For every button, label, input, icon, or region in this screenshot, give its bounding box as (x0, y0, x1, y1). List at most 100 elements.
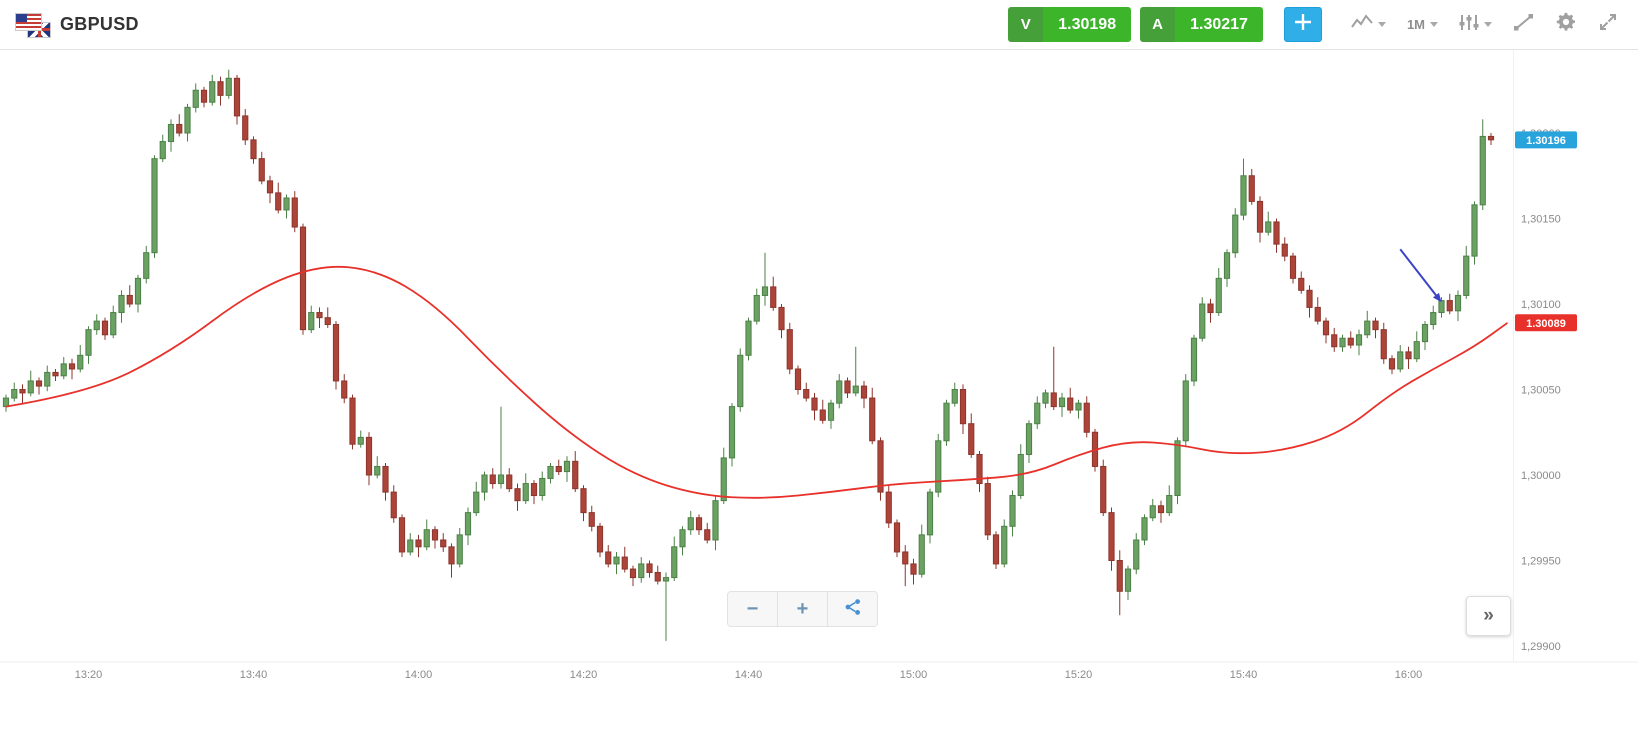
price-axis-label: 1,30050 (1521, 385, 1561, 397)
candle-body (1075, 402, 1082, 411)
candle-body (1116, 560, 1123, 592)
candle-body (1446, 300, 1453, 312)
candle-body (852, 385, 859, 394)
timeframe-dropdown[interactable]: 1M (1401, 11, 1444, 38)
candle-body (19, 389, 26, 394)
sell-side-label: V (1008, 7, 1044, 42)
indicators-dropdown[interactable] (1453, 8, 1498, 42)
time-axis-label: 15:00 (900, 669, 928, 681)
candle-body (1223, 252, 1231, 279)
chart-type-dropdown[interactable] (1345, 8, 1392, 41)
price-axis-label: 1,30100 (1521, 299, 1561, 311)
candle-body (324, 317, 331, 326)
candle-body (374, 465, 381, 476)
candle-body (1421, 324, 1429, 343)
candle-body (1050, 392, 1057, 408)
candle-body (456, 534, 463, 565)
trend-line-tool-button[interactable] (1507, 7, 1540, 43)
candle-body (695, 517, 703, 531)
candle-body (1347, 337, 1354, 346)
candle-body (803, 389, 810, 399)
candle-body (514, 488, 521, 502)
drawn-arrow-annotation[interactable] (1399, 248, 1440, 299)
chart-area[interactable]: 1,302001,301501,301001,300501,300001,299… (0, 50, 1638, 729)
crosshair-tool-button[interactable] (1283, 7, 1322, 42)
candle-body (176, 123, 183, 134)
chevron-down-icon (1377, 22, 1386, 27)
candle-body (1289, 255, 1297, 279)
candle-body (1438, 300, 1445, 314)
last-price-tag (1515, 131, 1577, 149)
candle-body (1413, 341, 1420, 360)
candle-body (679, 529, 686, 548)
price-axis-label: 1,30000 (1521, 470, 1561, 482)
candle-body (1190, 337, 1198, 382)
candle-body (423, 529, 430, 548)
candle-body (242, 115, 249, 141)
candle-body (1042, 392, 1049, 404)
zoom-out-button[interactable]: − (728, 592, 777, 626)
candle-body (1298, 277, 1305, 291)
candle-body (976, 453, 983, 485)
candle-body (118, 294, 125, 314)
candle-body (1025, 423, 1033, 455)
candle-body (440, 539, 447, 548)
settings-button[interactable] (1549, 5, 1583, 44)
candle-body (1157, 505, 1165, 514)
zoom-controls: − + (727, 591, 878, 627)
fullscreen-button[interactable] (1592, 6, 1624, 43)
candle-body (555, 465, 562, 473)
candle-body (167, 123, 175, 143)
candle-body (1397, 351, 1404, 370)
candle-body (827, 402, 835, 421)
candle-body (844, 380, 851, 394)
candle-body (448, 546, 455, 565)
time-axis-label: 14:40 (735, 669, 763, 681)
candle-body (283, 197, 290, 211)
candle-body (786, 329, 793, 370)
indicators-sliders-icon (1459, 14, 1479, 36)
candle-body (935, 440, 942, 493)
buy-side-label: A (1140, 7, 1176, 42)
candle-body (1372, 320, 1379, 331)
candle-body (93, 320, 100, 331)
candle-body (1083, 402, 1090, 433)
candle-body (1322, 320, 1330, 336)
candle-body (877, 440, 884, 493)
toolbar: GBPUSD V 1.30198 A 1.30217 (0, 0, 1638, 50)
candle-body (44, 371, 51, 387)
candle-body (1166, 495, 1173, 514)
buy-price: 1.30217 (1175, 7, 1263, 42)
candle-body (316, 312, 323, 319)
expand-arrows-icon (1598, 12, 1618, 37)
buy-quote-button[interactable]: A 1.30217 (1140, 7, 1263, 42)
candle-body (596, 525, 604, 553)
candle-body (1009, 495, 1016, 527)
candle-body (233, 77, 241, 117)
candle-body (1207, 303, 1214, 314)
candle-body (1133, 539, 1140, 570)
candle-body (580, 488, 587, 514)
candle-body (992, 534, 1000, 565)
candle-body (291, 197, 298, 228)
candle-body (605, 551, 612, 565)
candle-body (943, 402, 950, 442)
candle-body (35, 380, 43, 387)
collapse-panel-button[interactable]: » (1466, 596, 1511, 636)
sell-quote-button[interactable]: V 1.30198 (1008, 7, 1132, 42)
chevron-down-icon (1430, 22, 1438, 27)
candle-body (1232, 214, 1239, 254)
candle-body (646, 563, 653, 573)
share-button[interactable] (827, 592, 877, 626)
candle-body (497, 474, 505, 485)
candle-body (382, 465, 389, 493)
ma-price-tag (1515, 314, 1577, 332)
candle-body (506, 474, 513, 490)
candle-body (720, 457, 727, 502)
candle-body (1471, 204, 1478, 257)
candle-body (1124, 568, 1132, 592)
zoom-in-button[interactable]: + (777, 592, 827, 626)
candle-body (481, 474, 488, 493)
candle-body (110, 312, 117, 336)
candle-body (1430, 312, 1437, 326)
